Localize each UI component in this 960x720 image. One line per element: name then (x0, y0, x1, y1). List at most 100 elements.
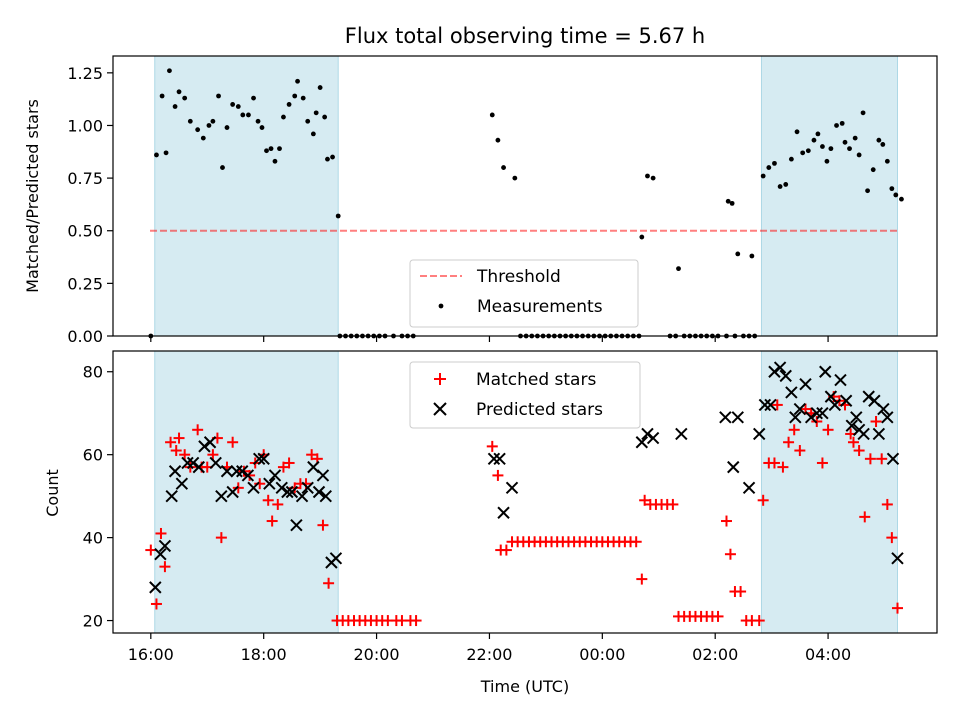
measurement-point (788, 156, 794, 162)
legend-measurements-label: Measurements (477, 297, 603, 317)
measurement-point (870, 167, 876, 173)
predicted-star-point (793, 402, 807, 416)
matched-star-point (266, 515, 278, 527)
predicted-star-point (295, 489, 309, 503)
measurement-point (893, 192, 899, 198)
predicted-star-point (727, 460, 740, 474)
measurement-point (811, 137, 817, 143)
top-shaded-spans (154, 55, 898, 337)
matched-star-point (870, 416, 882, 427)
measurement-point (501, 165, 506, 170)
measurement-point (860, 110, 866, 116)
measurement-point (255, 118, 261, 124)
measurement-point (220, 165, 225, 170)
measurement-point (268, 146, 274, 152)
measurement-point (154, 152, 159, 158)
measurement-point (240, 112, 246, 118)
measurement-point (295, 78, 300, 84)
measurement-point (820, 144, 825, 149)
measurement-point (645, 173, 650, 179)
measurement-point (216, 93, 221, 99)
measurement-point (489, 112, 495, 118)
top-panel: 0.00 0.25 0.50 0.75 1.00 1.25 Matched/Predict… (23, 55, 938, 346)
predicted-star-point (839, 394, 853, 407)
predicted-star-point (175, 477, 189, 490)
x-axis-label: Time (UTC) (480, 677, 569, 696)
predicted-star-point (872, 427, 886, 441)
measurement-point (760, 173, 766, 179)
top-y-ticks: 0.00 0.25 0.50 0.75 1.00 1.25 (67, 64, 113, 346)
matched-star-point (630, 536, 642, 548)
measurement-point (676, 266, 681, 272)
matched-star-point (145, 544, 157, 556)
predicted-star-point (220, 465, 234, 478)
measurement-point (772, 160, 777, 166)
measurement-point (794, 129, 800, 135)
predicted-star-point (834, 373, 847, 387)
x-tick-label: 16:00 (128, 645, 174, 664)
measurement-point (777, 184, 783, 189)
measurement-point (305, 118, 311, 124)
chart-title: Flux total observing time = 5.67 h (345, 24, 705, 48)
measurement-point (815, 131, 821, 137)
measurement-point (899, 196, 904, 202)
matched-star-point (720, 515, 732, 527)
predicted-star-point (487, 452, 501, 466)
measurement-point (889, 186, 895, 192)
predicted-star-point (165, 489, 178, 503)
matched-star-point (768, 457, 780, 469)
measurement-point (325, 156, 330, 162)
matched-star-point (215, 532, 227, 544)
matched-star-point (783, 436, 795, 448)
matched-star-point (170, 445, 182, 457)
measurement-point (856, 152, 862, 158)
matched-star-point (636, 573, 648, 585)
predicted-star-point (230, 465, 243, 478)
measurement-point (310, 131, 316, 137)
measurement-point (292, 93, 298, 99)
measurement-point (159, 93, 165, 99)
bottom-panel: 20 40 60 80 16:00 18:00 20:00 22:00 00:00 02:00 0… (43, 350, 938, 696)
matched-star-point (881, 498, 893, 510)
predicted-star-point (819, 365, 832, 378)
predicted-star-point (845, 419, 858, 432)
predicted-star-point (828, 398, 842, 412)
measurement-point (650, 175, 656, 181)
predicted-star-point (241, 469, 255, 482)
predicted-star-point (816, 406, 829, 420)
top-y-tick-label: 0.50 (67, 222, 103, 241)
matched-star-point (822, 424, 834, 436)
measurement-point (852, 135, 858, 141)
legend-matched-swatch (434, 373, 446, 385)
top-plot-frame (112, 55, 938, 337)
predicted-star-point (192, 460, 205, 474)
bottom-y-ticks: 20 40 60 80 (83, 363, 113, 631)
measurement-point (300, 95, 306, 101)
measurement-point (286, 102, 292, 107)
measurement-point (277, 146, 282, 152)
measurement-point (800, 150, 806, 156)
measurement-point (824, 158, 830, 164)
matched-star-point (886, 532, 898, 544)
predicted-star-point (641, 427, 654, 441)
matched-star-point (735, 586, 747, 598)
bottom-legend: Matched stars Predicted stars (409, 361, 641, 429)
measurement-point (735, 251, 741, 257)
matched-star-point (771, 399, 783, 411)
predicted-star-point (886, 452, 900, 466)
predicted-star-point (252, 452, 266, 466)
measurement-point (187, 118, 193, 124)
x-tick-label: 00:00 (579, 645, 625, 664)
measurement-point (163, 150, 169, 156)
predicted-star-point (158, 539, 172, 553)
predicted-star-point (768, 365, 781, 378)
measurement-point (335, 213, 341, 219)
measurement-point (865, 188, 870, 194)
predicted-star-point (779, 369, 792, 383)
measurement-point (749, 253, 755, 259)
predicted-star-point (285, 485, 299, 499)
measurement-point (259, 125, 265, 130)
predicted-star-point (731, 411, 744, 424)
predicted-star-point (301, 481, 314, 495)
matched-star-point (753, 615, 765, 627)
